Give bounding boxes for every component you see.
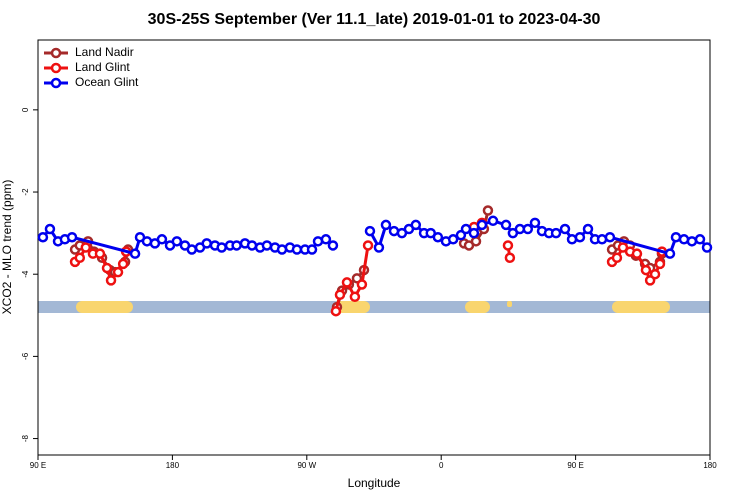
data-point (74, 252, 86, 264)
x-tick-label: 90 E (567, 461, 583, 470)
data-point (502, 240, 514, 251)
data-point (66, 231, 78, 243)
data-point (380, 219, 392, 231)
data-point (334, 289, 346, 301)
data-point (470, 236, 482, 247)
data-point (664, 248, 676, 259)
data-point (327, 240, 339, 251)
legend-marker (50, 47, 62, 59)
data-point (529, 217, 541, 229)
data-point (432, 231, 444, 243)
data-point (349, 291, 361, 303)
legend-label: Land Nadir (75, 45, 134, 59)
data-point (649, 268, 661, 280)
data-point (550, 227, 562, 239)
data-point (686, 236, 698, 247)
data-point (201, 238, 212, 249)
data-point (216, 242, 227, 253)
data-point (670, 231, 682, 243)
chart-title: 30S-25S September (Ver 11.1_late) 2019-0… (148, 11, 601, 28)
x-tick-label: 180 (703, 461, 717, 470)
data-point (171, 236, 183, 247)
x-tick-label: 90 W (297, 461, 316, 470)
data-point (117, 258, 129, 270)
data-point (604, 231, 616, 243)
legend-marker (50, 62, 62, 74)
data-point (341, 277, 353, 288)
data-point (504, 252, 516, 264)
data-point (105, 275, 117, 286)
data-point (476, 219, 488, 231)
data-point (330, 305, 342, 317)
x-tick-label: 90 E (30, 461, 46, 470)
legend-label: Ocean Glint (75, 75, 139, 89)
data-point (356, 279, 368, 290)
legend-marker (50, 77, 62, 89)
data-point (640, 264, 652, 276)
data-point (37, 231, 49, 243)
x-tick-label: 180 (166, 461, 180, 470)
data-point (112, 266, 124, 278)
data-point (129, 248, 141, 259)
series-line (74, 210, 664, 308)
y-tick-label: -6 (21, 352, 30, 360)
data-point (261, 240, 273, 251)
data-point (291, 244, 303, 255)
data-point (654, 258, 666, 270)
data-point (373, 242, 385, 253)
data-point (582, 223, 594, 235)
data-point (468, 227, 480, 239)
data-point (410, 219, 422, 231)
data-point (306, 244, 318, 255)
data-point (44, 223, 56, 235)
y-tick-label: -4 (21, 270, 30, 278)
data-point (460, 223, 472, 235)
legend-label: Land Glint (75, 60, 130, 74)
y-tick-label: -2 (21, 188, 30, 196)
data-point (694, 234, 706, 245)
data-point (101, 262, 113, 274)
data-point (631, 248, 643, 259)
data-point (522, 223, 534, 235)
data-point (701, 242, 713, 253)
data-point (364, 225, 376, 237)
data-point (559, 223, 571, 235)
y-tick-label: 0 (21, 107, 30, 112)
y-tick-label: -8 (21, 434, 30, 442)
data-point (80, 242, 92, 253)
data-point (186, 244, 198, 255)
x-axis-label: Longitude (348, 476, 401, 490)
y-axis-label: XCO2 - MLO trend (ppm) (0, 180, 14, 315)
data-point (447, 234, 459, 245)
data-point (611, 252, 623, 264)
x-tick-label: 0 (439, 461, 444, 470)
data-point (362, 240, 374, 251)
data-point (320, 234, 332, 245)
data-point (482, 205, 494, 216)
data-point (231, 240, 242, 251)
land-strip (38, 301, 710, 313)
data-point (94, 248, 106, 259)
data-point (246, 240, 258, 251)
data-point (487, 215, 499, 227)
data-point (156, 234, 168, 245)
data-point (574, 231, 586, 243)
data-point (500, 219, 512, 231)
